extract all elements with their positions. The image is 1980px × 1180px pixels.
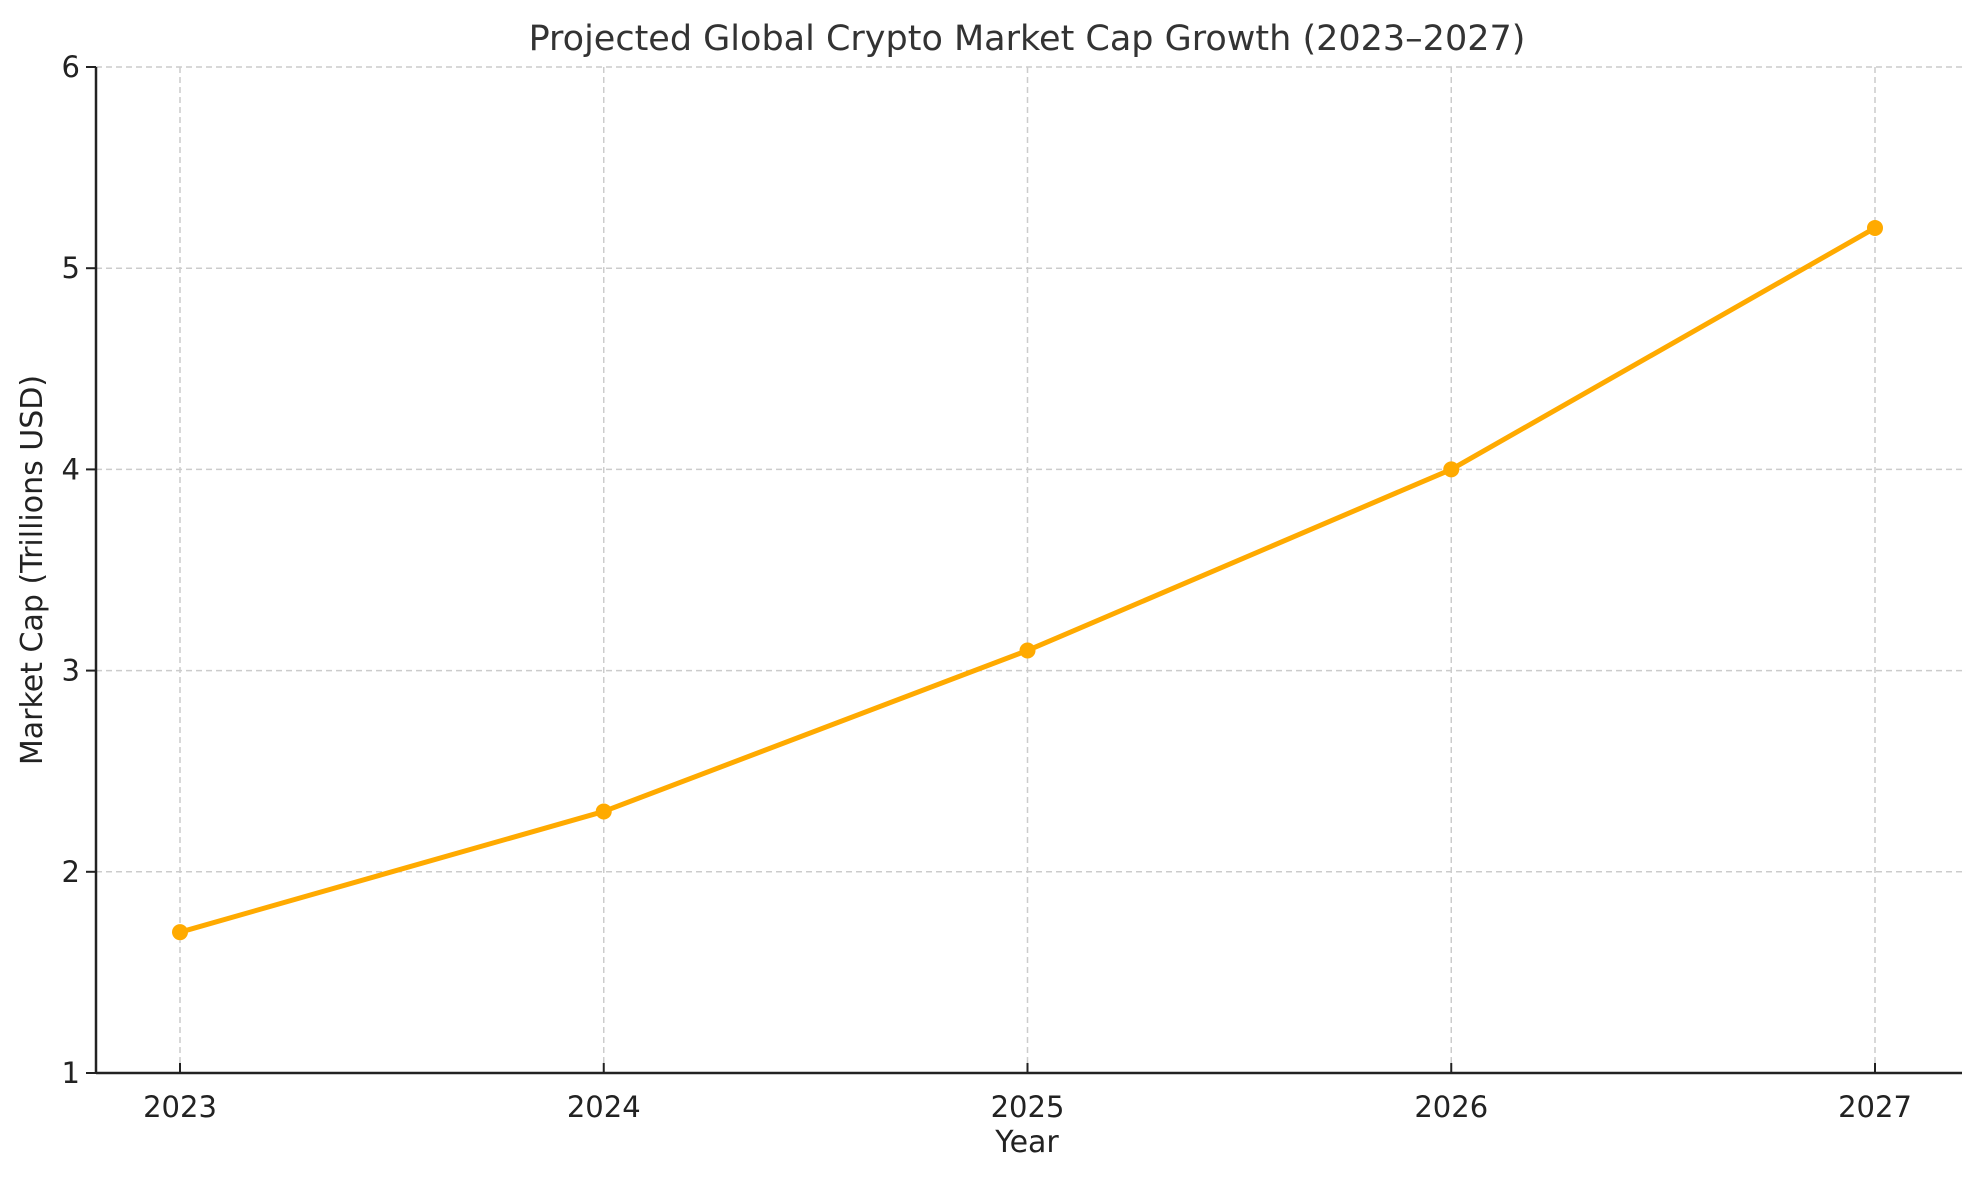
- x-tick-label: 2023: [143, 1090, 217, 1124]
- x-tick-label: 2027: [1838, 1090, 1912, 1124]
- x-tick-label: 2025: [991, 1090, 1065, 1124]
- axes: [94, 67, 1962, 1075]
- y-tick-label: 4: [62, 452, 80, 486]
- y-tick-label: 2: [62, 855, 80, 889]
- data-point-marker: [1867, 219, 1883, 236]
- x-axis-label: Year: [994, 1125, 1059, 1160]
- x-ticks: 2023 2024 2025 2026 2027: [143, 1063, 1912, 1124]
- series-market-cap: [172, 219, 1883, 941]
- y-tick-label: 6: [62, 50, 80, 84]
- y-tick-label: 5: [62, 251, 80, 285]
- grid-lines: [96, 66, 1962, 1074]
- x-tick-label: 2026: [1414, 1090, 1488, 1124]
- y-tick-label: 1: [62, 1056, 80, 1090]
- chart-title: Projected Global Crypto Market Cap Growt…: [529, 19, 1526, 59]
- y-axis-label: Market Cap (Trillions USD): [15, 375, 50, 765]
- data-point-marker: [595, 803, 612, 820]
- data-point-marker: [1443, 461, 1460, 478]
- data-point-marker: [1019, 642, 1036, 659]
- y-tick-label: 3: [62, 654, 80, 688]
- data-point-marker: [172, 924, 188, 941]
- x-tick-label: 2024: [567, 1090, 641, 1124]
- y-ticks: 1 2 3 4 5 6: [62, 50, 96, 1090]
